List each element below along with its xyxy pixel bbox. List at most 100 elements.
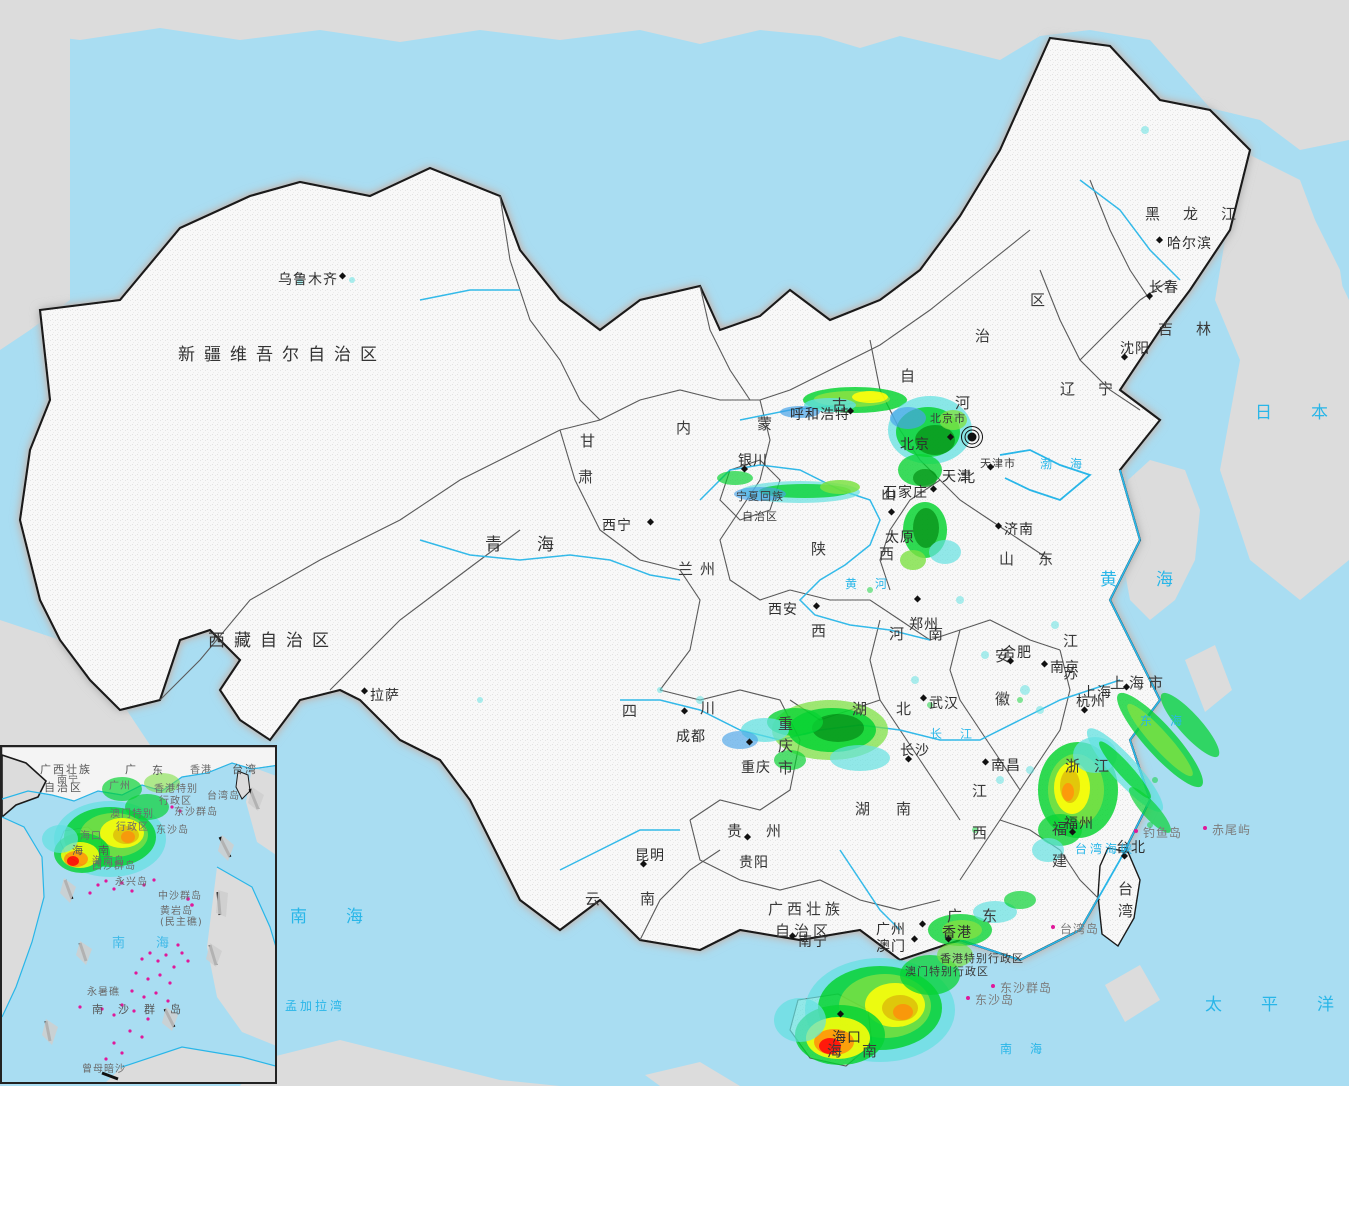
province-label: 广: [947, 907, 967, 925]
province-label: 西: [879, 545, 899, 563]
inset-label: 中沙群岛: [158, 891, 202, 902]
province-label: 西: [811, 622, 831, 640]
city-label: 上海: [1082, 685, 1112, 701]
province-label: 东: [1038, 550, 1058, 568]
inset-label: 海口: [80, 831, 102, 842]
city-label: 乌鲁木齐: [278, 272, 338, 288]
city-label: 重庆: [741, 760, 771, 776]
province-label: 兰: [678, 560, 698, 578]
province-label: 甘: [580, 432, 600, 450]
city-label: 广州: [876, 922, 906, 938]
inset-label: 南 沙 群 岛: [92, 1003, 183, 1016]
province-label: 徽: [995, 690, 1015, 708]
inset-label: 广州: [109, 781, 131, 792]
province-label: 区: [1030, 291, 1050, 309]
inset-label: 东沙岛: [156, 825, 189, 836]
island-marker: [1134, 829, 1138, 833]
inset-label: 永暑礁: [87, 987, 120, 998]
province-label: 陕: [811, 540, 831, 558]
inset-label: 南宁: [57, 775, 79, 786]
city-label: 香港: [942, 925, 972, 941]
province-label: 宁夏回族: [736, 490, 784, 503]
inset-label: 台湾: [232, 763, 258, 776]
province-label: 湾: [1118, 902, 1138, 920]
province-label: 台: [1118, 880, 1138, 898]
inset-label: 海南岛: [92, 856, 125, 867]
city-label: 郑州: [909, 617, 939, 633]
province-label: 治: [975, 327, 995, 345]
province-label: 自治区: [775, 922, 833, 940]
city-label: 济南: [1004, 522, 1034, 538]
province-label: 贵: [727, 822, 747, 840]
city-label: 长春: [1149, 280, 1179, 296]
island-label: 东沙群岛: [1000, 981, 1053, 995]
province-label: 海: [827, 1042, 847, 1060]
inset-label: 东沙群岛: [174, 807, 218, 818]
province-label: 自治区: [742, 510, 778, 523]
city-label: 福州: [1064, 816, 1094, 832]
island-label: 钓鱼岛: [1143, 826, 1183, 840]
island-marker: [966, 996, 970, 1000]
sea-label: 台湾海峡: [1075, 842, 1136, 856]
province-label: 辽 宁: [1060, 380, 1118, 398]
city-label: 太原: [885, 530, 915, 546]
inset-label: 广西壮族: [40, 763, 92, 776]
sea-label: 黄 河: [845, 577, 891, 591]
city-label: 呼和浩特: [790, 407, 850, 423]
province-label: 新疆维吾尔自治区: [178, 345, 386, 365]
province-label: 澳门特别行政区: [905, 965, 989, 978]
province-label: 南: [928, 625, 948, 643]
inset-label: 香港: [190, 765, 212, 776]
city-label: 海口: [832, 1030, 862, 1046]
province-label: 西藏自治区: [208, 631, 338, 651]
province-label: 山: [999, 550, 1019, 568]
city-label: 合肥: [1002, 645, 1032, 661]
footer-panel: 全国雷达拼图 [2025-10-22 07:12:00] [ 组合反射率 ] 5…: [0, 1086, 1349, 1208]
inset-label: 永兴岛: [115, 877, 148, 888]
province-label: 北京市: [930, 412, 966, 425]
south-china-sea-inset[interactable]: 广西壮族 自治区 南宁广东广州 香港 台湾 香港特别 行政区 台湾岛 澳门特别 行政区 东沙群岛 东沙…: [0, 745, 277, 1084]
inset-label: 东: [152, 764, 165, 777]
province-label: 自: [900, 367, 920, 385]
inset-label: 澳门特别: [110, 809, 154, 820]
province-label: 内: [676, 419, 696, 437]
sea-label: 日 本 海: [1255, 403, 1349, 423]
sea-label: 太 平 洋: [1205, 995, 1345, 1015]
sea-label: 长 江: [930, 727, 976, 741]
province-label: 西: [972, 824, 992, 842]
island-label: 东沙岛: [975, 993, 1015, 1007]
province-label: 福: [1052, 820, 1072, 838]
province-label: 东: [982, 907, 1002, 925]
province-label: 北: [960, 468, 980, 486]
province-label: 重: [778, 715, 798, 733]
province-label: 吉 林: [1158, 320, 1216, 338]
province-label: 湖: [855, 800, 875, 818]
inset-label: 海 南: [72, 844, 111, 857]
map-panel[interactable]: 新疆维吾尔自治区 西藏自治区青 海甘肃兰州内蒙古自治区黑 龙 江吉 林辽 宁河北山…: [0, 0, 1349, 1088]
inset-label: 南 海: [112, 936, 179, 951]
city-label: 南昌: [991, 758, 1021, 774]
province-label: 河: [889, 625, 909, 643]
city-label: 拉萨: [370, 688, 400, 704]
province-label: 川: [700, 699, 720, 717]
province-label: 青 海: [485, 535, 563, 555]
province-label: 广西壮族: [768, 900, 845, 918]
city-label: 天津: [942, 469, 972, 485]
province-label: 云: [585, 890, 605, 908]
province-label: 苏: [1063, 664, 1083, 682]
province-label: 南: [640, 890, 660, 908]
province-label: 山: [881, 485, 901, 503]
sea-label: 南 海: [290, 907, 374, 927]
city-label: 哈尔滨: [1167, 236, 1212, 252]
city-label: 西安: [768, 602, 798, 618]
sea-label: 孟加拉湾: [285, 999, 346, 1013]
radar-site-marker: [961, 426, 983, 448]
province-label: 北: [896, 700, 916, 718]
sea-label: 渤 海: [1040, 457, 1086, 471]
island-marker: [991, 984, 995, 988]
province-label: 四: [622, 702, 642, 720]
province-label: 黑 龙 江: [1145, 205, 1241, 223]
province-label: 浙: [1065, 757, 1085, 775]
city-label: 台北: [1116, 840, 1146, 856]
